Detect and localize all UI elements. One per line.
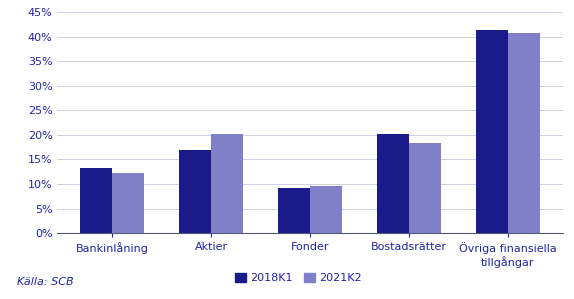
- Bar: [377, 134, 409, 233]
- Bar: [211, 134, 243, 233]
- Text: Källa: SCB: Källa: SCB: [17, 277, 74, 287]
- Bar: [278, 188, 310, 233]
- Bar: [112, 173, 144, 233]
- Bar: [80, 168, 112, 233]
- Legend: 2018K1, 2021K2: 2018K1, 2021K2: [230, 268, 367, 287]
- Bar: [508, 33, 540, 233]
- Bar: [476, 30, 508, 233]
- Bar: [409, 143, 441, 233]
- Bar: [310, 186, 342, 233]
- Bar: [179, 150, 211, 233]
